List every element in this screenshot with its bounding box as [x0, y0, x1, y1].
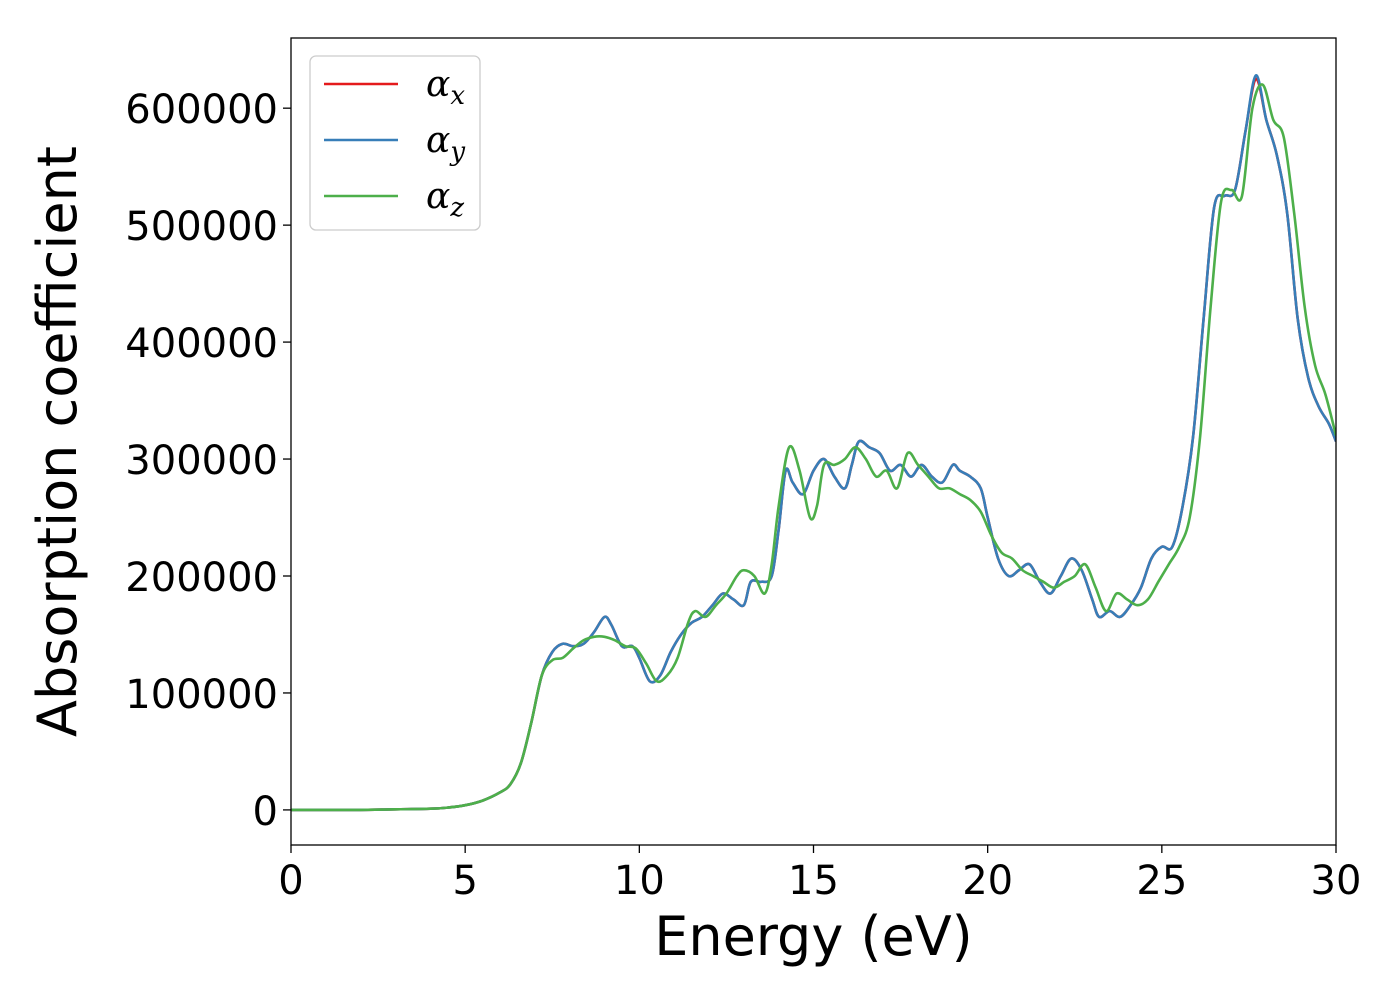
- y-tick-label: 200000: [125, 555, 278, 601]
- x-tick-label: 20: [962, 858, 1013, 904]
- legend-items: αx αy αz: [324, 64, 465, 223]
- series-line-z: [291, 83, 1336, 812]
- y-tick-label: 0: [253, 789, 278, 835]
- ticks-layer: 0 5 10 15 20 25 30 0 100000 200000 300000 400000 500…: [125, 87, 1361, 904]
- x-tick-label: 10: [614, 858, 665, 904]
- x-tick-label: 0: [278, 858, 303, 904]
- legend-box: [309, 55, 481, 231]
- y-tick-label: 100000: [125, 672, 278, 718]
- series-layer: [291, 74, 1336, 812]
- x-tick-label: 5: [452, 858, 477, 904]
- y-tick-label: 500000: [125, 204, 278, 250]
- legend-label-z: αz: [426, 176, 464, 223]
- y-tick-label: 600000: [125, 87, 278, 133]
- y-tick-label: 300000: [125, 438, 278, 484]
- x-tick-label: 25: [1136, 858, 1187, 904]
- x-axis-title: Energy (eV): [654, 905, 973, 968]
- legend-label-y: αy: [426, 120, 465, 167]
- legend-label-x: αx: [426, 64, 465, 111]
- y-axis-title: Absorption coefficient: [26, 146, 89, 737]
- x-tick-label: 15: [788, 858, 839, 904]
- series-line-y: [291, 74, 1336, 812]
- x-tick-label: 30: [1311, 858, 1362, 904]
- legend: αx αy αz: [309, 55, 481, 231]
- y-tick-label: 400000: [125, 321, 278, 367]
